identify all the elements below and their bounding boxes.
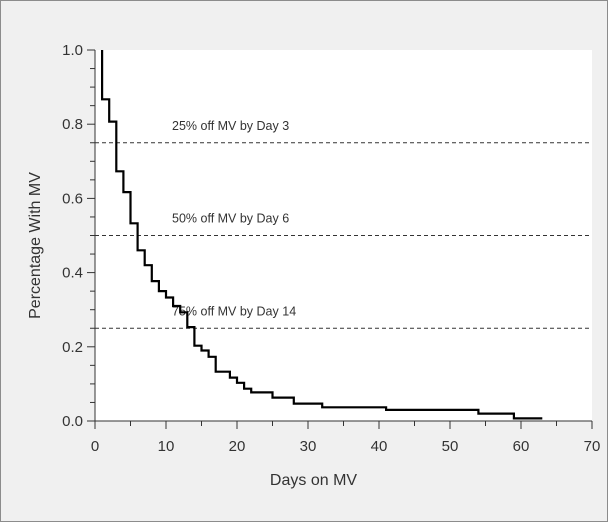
series-line bbox=[101, 50, 543, 420]
y-tick-label: 1.0 bbox=[62, 42, 83, 59]
x-axis-title: Days on MV bbox=[270, 472, 357, 489]
x-tick-label: 30 bbox=[300, 438, 317, 455]
x-tick-label: 0 bbox=[91, 438, 99, 455]
x-tick-label: 20 bbox=[229, 438, 246, 455]
reference-label: 25% off MV by Day 3 bbox=[172, 119, 289, 133]
x-tick-label: 70 bbox=[584, 438, 601, 455]
y-axis-title: Percentage With MV bbox=[27, 172, 44, 319]
reference-label: 75% off MV by Day 14 bbox=[172, 304, 296, 318]
x-tick-label: 50 bbox=[442, 438, 459, 455]
y-tick-label: 0.4 bbox=[62, 265, 83, 282]
y-tick-label: 0.6 bbox=[62, 190, 83, 207]
y-tick-label: 0.0 bbox=[62, 413, 83, 430]
reference-label: 50% off MV by Day 6 bbox=[172, 212, 289, 226]
y-tick-label: 0.2 bbox=[62, 339, 83, 356]
x-tick-label: 60 bbox=[513, 438, 530, 455]
y-tick-label: 0.8 bbox=[62, 116, 83, 133]
x-tick-label: 40 bbox=[371, 438, 388, 455]
x-tick-label: 10 bbox=[158, 438, 175, 455]
